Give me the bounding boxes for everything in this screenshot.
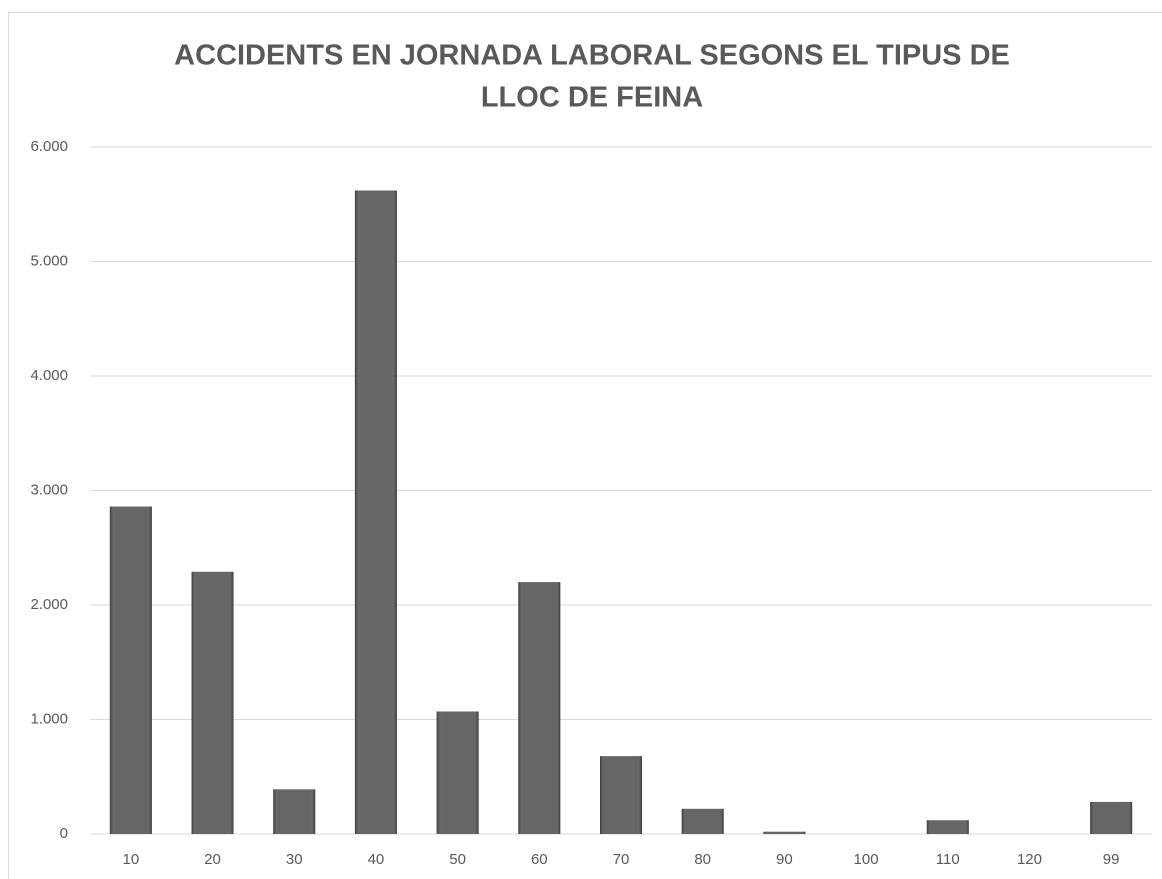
bar-bevel <box>273 789 316 834</box>
x-tick-label: 99 <box>1103 851 1120 868</box>
y-tick-label: 2.000 <box>30 596 68 613</box>
y-tick-label: 4.000 <box>30 367 68 384</box>
chart-title: ACCIDENTS EN JORNADA LABORAL SEGONS EL T… <box>174 40 1010 72</box>
x-tick-label: 90 <box>776 851 793 868</box>
y-tick-label: 1.000 <box>30 710 68 727</box>
x-tick-label: 50 <box>449 851 466 868</box>
bar-bevel <box>109 506 152 834</box>
bar-bevel <box>518 582 561 834</box>
bar-bevel <box>681 808 724 834</box>
bar-bevel <box>1090 801 1133 834</box>
bar-bevel <box>926 820 969 834</box>
x-tick-label: 20 <box>204 851 221 868</box>
y-tick-label: 5.000 <box>30 252 68 269</box>
chart-frame <box>8 12 1162 879</box>
x-tick-label: 120 <box>1017 851 1042 868</box>
x-tick-label: 30 <box>286 851 303 868</box>
x-tick-label: 60 <box>531 851 548 868</box>
bar-bevel <box>354 190 397 834</box>
y-tick-label: 0 <box>60 825 68 842</box>
x-tick-label: 80 <box>694 851 711 868</box>
y-tick-label: 3.000 <box>30 481 68 498</box>
bar-bevel <box>436 711 479 834</box>
chart-title: LLOC DE FEINA <box>481 82 703 114</box>
bar-bevel <box>763 831 806 834</box>
bar-bevel <box>600 756 642 834</box>
x-tick-label: 110 <box>936 851 960 868</box>
x-tick-label: 70 <box>613 851 630 868</box>
x-tick-label: 40 <box>368 851 385 868</box>
y-tick-label: 6.000 <box>30 138 68 155</box>
x-tick-label: 10 <box>123 851 140 868</box>
x-tick-label: 100 <box>854 851 879 868</box>
bar-bevel <box>191 571 234 834</box>
